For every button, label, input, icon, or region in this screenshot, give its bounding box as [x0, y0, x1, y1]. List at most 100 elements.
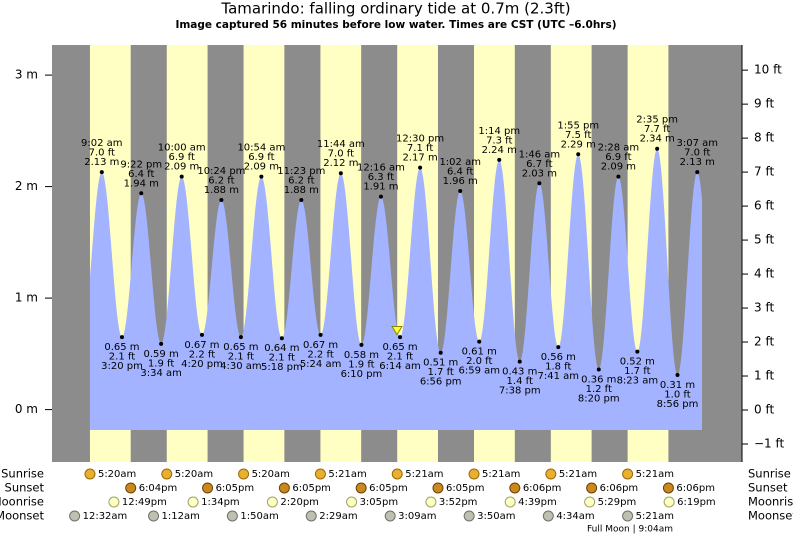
- row-label: Sunset: [5, 481, 45, 495]
- sunset-icon: [586, 482, 598, 494]
- y-tick-label: 1 m: [15, 291, 38, 305]
- moonrise-time: 3:52pm: [439, 497, 478, 508]
- moonrise-icon: [187, 496, 199, 508]
- extreme-label: 0.52 m: [620, 357, 655, 368]
- extreme-time: 5:24 am: [300, 359, 342, 370]
- extreme-time: 12:16 am: [357, 163, 405, 174]
- extreme-point: [398, 335, 403, 340]
- extreme-label: 0.36 m: [581, 374, 616, 385]
- moonset-icon: [305, 510, 317, 522]
- sunset-time: 6:06pm: [600, 483, 639, 494]
- extreme-label: 1.94 m: [124, 178, 159, 189]
- moonrise-icon: [504, 496, 516, 508]
- sunrise-time: 5:21am: [482, 469, 520, 480]
- extreme-point: [635, 349, 640, 354]
- extreme-feet: 6.9 ft: [605, 152, 631, 163]
- y2-tick-label: −1 ft: [754, 436, 785, 450]
- moon-phase: Full Moon | 9:04am: [587, 525, 673, 535]
- extreme-label: 0.61 m: [462, 347, 497, 358]
- extreme-time: 6:56 pm: [420, 377, 462, 388]
- extreme-point: [159, 341, 164, 346]
- sunset-icon: [432, 482, 444, 494]
- moonset-icon: [226, 510, 238, 522]
- extreme-feet: 7.0 ft: [684, 148, 710, 159]
- moonrise-icon: [663, 496, 675, 508]
- extreme-point: [655, 146, 660, 151]
- extreme-feet: 6.2 ft: [288, 175, 314, 186]
- extreme-point: [477, 339, 482, 344]
- y2-tick-label: 7 ft: [754, 165, 774, 179]
- extreme-point: [359, 342, 364, 347]
- extreme-label: 0.58 m: [344, 350, 379, 361]
- extreme-time: 5:18 pm: [261, 362, 303, 373]
- moonrise-time: 1:34pm: [201, 497, 240, 508]
- sunrise-icon: [468, 468, 480, 480]
- extreme-label: 0.67 m: [184, 340, 219, 351]
- extreme-point: [338, 171, 343, 176]
- sunset-icon: [662, 482, 674, 494]
- y2-tick-label: 8 ft: [754, 131, 774, 145]
- sunset-time: 6:05pm: [216, 483, 255, 494]
- extreme-time: 6:59 am: [458, 366, 500, 377]
- extreme-label: 2.12 m: [323, 158, 358, 169]
- y2-tick-label: 10 ft: [754, 63, 782, 77]
- moonrise-icon: [108, 496, 120, 508]
- moonset-time: 2:29am: [319, 511, 357, 522]
- sunset-time: 6:05pm: [446, 483, 485, 494]
- extreme-feet: 1.2 ft: [586, 384, 612, 395]
- extreme-label: 2.34 m: [640, 134, 675, 145]
- extreme-time: 1:46 am: [519, 149, 561, 160]
- extreme-time: 3:07 am: [677, 138, 719, 149]
- tide-area: [90, 148, 702, 430]
- sunrise-time: 5:21am: [559, 469, 597, 480]
- y-tick-label: 2 m: [15, 179, 38, 193]
- sunrise-icon: [545, 468, 557, 480]
- moonset-time: 3:50am: [477, 511, 515, 522]
- sunrise-icon: [84, 468, 96, 480]
- extreme-feet: 1.7 ft: [428, 367, 454, 378]
- extreme-label: 0.65 m: [104, 342, 139, 353]
- row-label: Sunset: [748, 481, 788, 495]
- extreme-feet: 6.9 ft: [169, 152, 195, 163]
- sunrise-icon: [314, 468, 326, 480]
- sunset-icon: [125, 482, 137, 494]
- extreme-time: 8:23 am: [617, 376, 659, 387]
- extreme-feet: 2.1 ft: [109, 352, 135, 363]
- extreme-feet: 7.0 ft: [328, 149, 354, 160]
- extreme-point: [596, 367, 601, 372]
- y2-tick-label: 5 ft: [754, 233, 774, 247]
- moonrise-time: 5:29pm: [598, 497, 637, 508]
- extreme-point: [378, 194, 383, 199]
- extreme-label: 0.65 m: [382, 342, 417, 353]
- extreme-feet: 7.0 ft: [89, 148, 115, 159]
- moonset-icon: [622, 510, 634, 522]
- extreme-feet: 1.0 ft: [664, 390, 690, 401]
- extreme-time: 4:30 am: [220, 361, 262, 372]
- extreme-label: 0.65 m: [223, 342, 258, 353]
- extreme-time: 8:20 pm: [578, 393, 620, 404]
- extreme-point: [99, 170, 104, 175]
- extreme-time: 1:02 am: [439, 157, 481, 168]
- moonset-icon: [384, 510, 396, 522]
- moonset-time: 1:50am: [240, 511, 278, 522]
- extreme-label: 2.29 m: [561, 139, 596, 150]
- extreme-time: 11:23 pm: [277, 166, 325, 177]
- sunrise-icon: [238, 468, 250, 480]
- extreme-point: [219, 197, 224, 202]
- sunrise-time: 5:20am: [252, 469, 290, 480]
- extreme-time: 10:54 am: [237, 143, 285, 154]
- moonrise-time: 6:19pm: [677, 497, 716, 508]
- sunset-time: 6:06pm: [676, 483, 715, 494]
- extreme-time: 12:30 pm: [396, 134, 444, 145]
- sunrise-time: 5:20am: [98, 469, 136, 480]
- y2-tick-label: 9 ft: [754, 97, 774, 111]
- extreme-point: [675, 373, 680, 378]
- sunset-icon: [509, 482, 521, 494]
- extreme-feet: 2.2 ft: [307, 349, 333, 360]
- extreme-feet: 6.7 ft: [526, 159, 552, 170]
- moonset-time: 1:12am: [162, 511, 200, 522]
- extreme-feet: 1.7 ft: [624, 366, 650, 377]
- extreme-time: 9:02 am: [81, 138, 123, 149]
- extreme-feet: 2.1 ft: [269, 353, 295, 364]
- extreme-label: 0.64 m: [264, 343, 299, 354]
